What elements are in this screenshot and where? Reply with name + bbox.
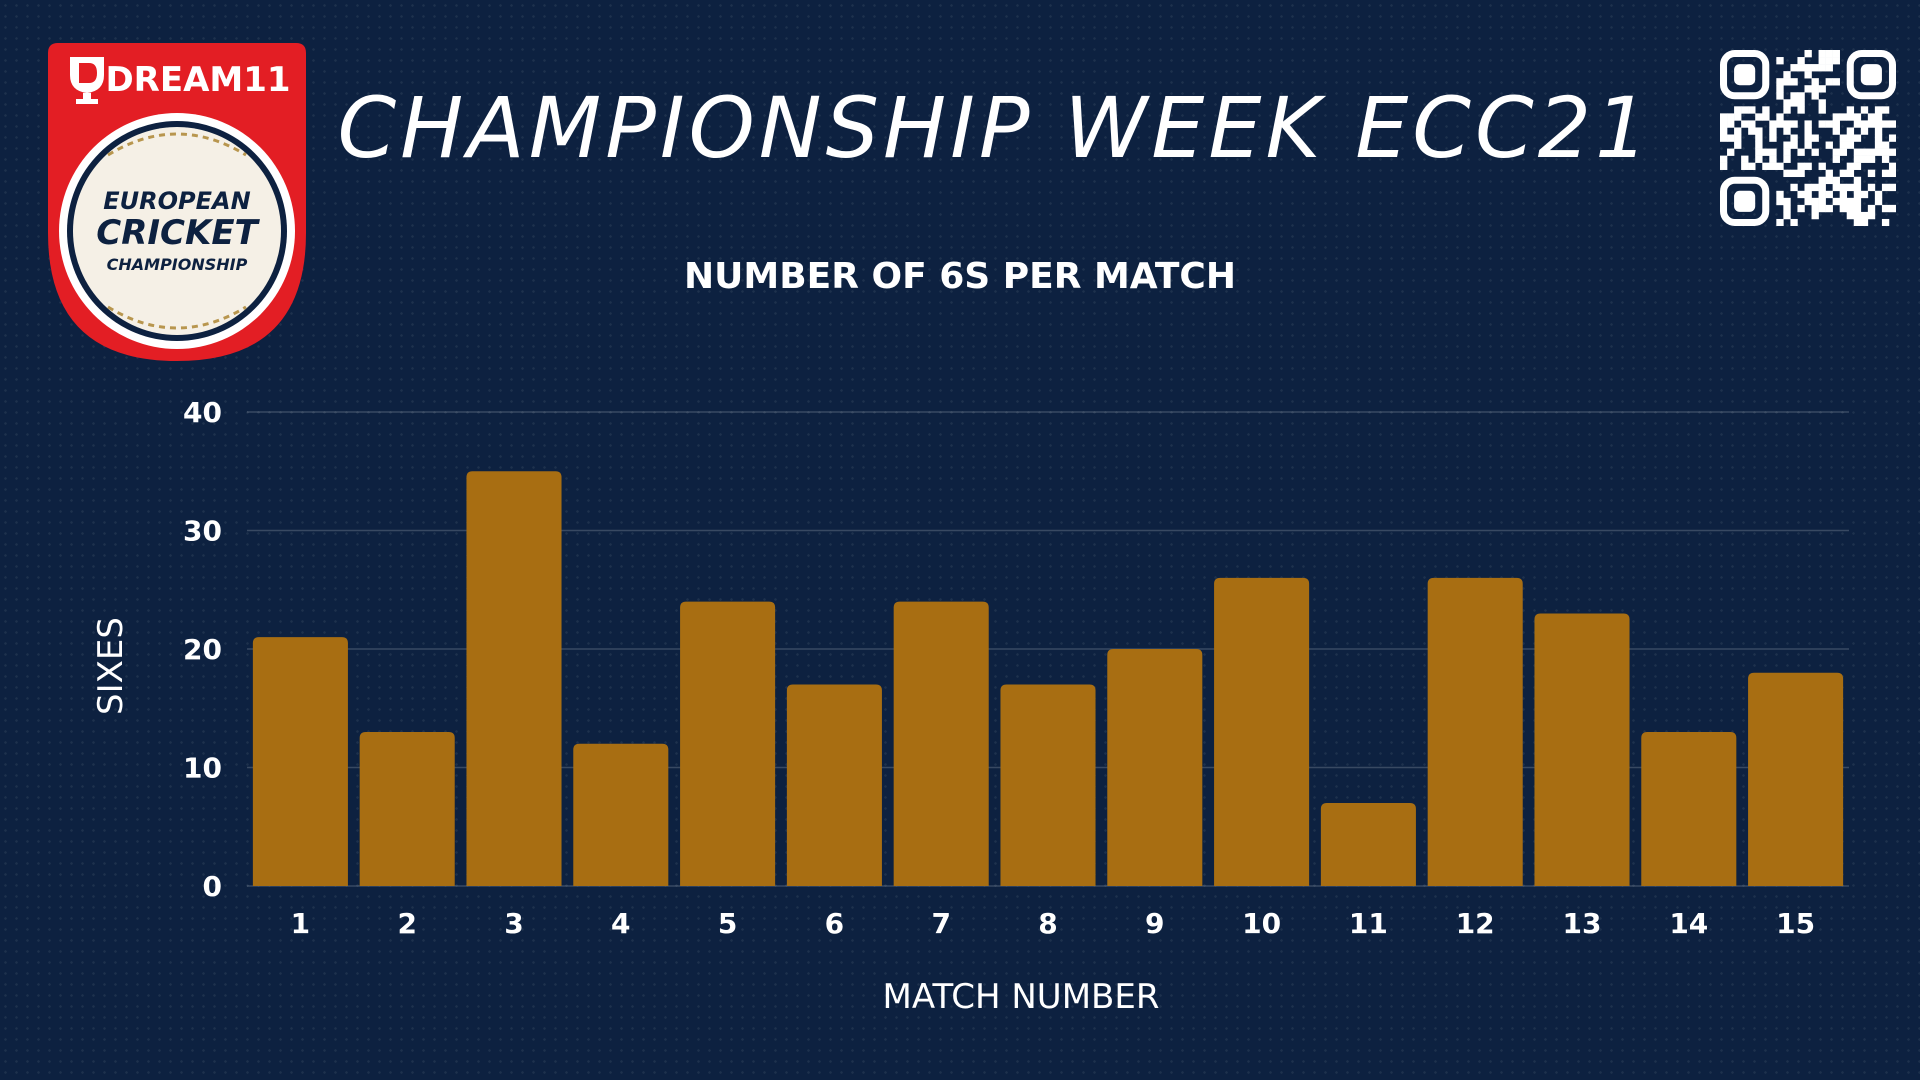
bar-match-11 (1320, 803, 1416, 886)
x-tick-label: 15 (1776, 907, 1815, 940)
bar-match-5 (680, 601, 776, 886)
x-tick-label: 9 (1145, 907, 1164, 940)
x-axis-title: MATCH NUMBER (883, 977, 1160, 1017)
x-axis-ticks: 1 2 3 4 5 6 7 8 9 10 11 12 13 14 15 (291, 907, 1815, 940)
ecc-logo: DREAM11 EUROPEAN CRICKET CHAMPIONSHIP (48, 43, 306, 361)
x-tick-label: 13 (1563, 907, 1602, 940)
chart-title: NUMBER OF 6S PER MATCH (684, 256, 1236, 297)
dream11-wordmark: DREAM11 (105, 60, 290, 100)
y-tick-label: 40 (183, 396, 222, 429)
x-tick-label: 12 (1456, 907, 1495, 940)
bar-match-15 (1748, 672, 1844, 886)
bar-match-2 (359, 731, 455, 886)
bar-match-8 (1000, 684, 1096, 886)
x-tick-label: 2 (397, 907, 416, 940)
x-tick-label: 7 (931, 907, 950, 940)
qr-code-icon[interactable] (1720, 50, 1896, 226)
y-tick-label: 30 (183, 515, 222, 548)
bar-match-14 (1641, 731, 1737, 886)
bar-match-1 (252, 637, 348, 886)
bar-match-12 (1427, 577, 1523, 886)
page-title: CHAMPIONSHIP WEEK ECC21 (337, 79, 1653, 177)
bar-match-7 (893, 601, 989, 886)
x-tick-label: 6 (825, 907, 844, 940)
x-tick-label: 10 (1242, 907, 1281, 940)
x-tick-label: 5 (718, 907, 737, 940)
bars (252, 471, 1844, 886)
bar-match-10 (1214, 577, 1310, 886)
bar-match-6 (786, 684, 882, 886)
y-axis-ticks: 0 10 20 30 40 (183, 396, 222, 903)
x-tick-label: 4 (611, 907, 630, 940)
x-tick-label: 11 (1349, 907, 1388, 940)
bar-match-13 (1534, 613, 1630, 886)
x-tick-label: 8 (1038, 907, 1057, 940)
x-tick-label: 14 (1669, 907, 1708, 940)
dream11-icon (70, 57, 104, 104)
bar-match-4 (573, 743, 669, 886)
bar-match-9 (1107, 649, 1203, 886)
bar-match-3 (466, 471, 562, 886)
x-tick-label: 1 (291, 907, 310, 940)
y-tick-label: 10 (183, 752, 222, 785)
y-tick-label: 20 (183, 633, 222, 666)
y-axis-title: SIXES (91, 617, 131, 715)
cricket-ball-icon (73, 127, 281, 335)
logo-text-cricket: CRICKET (96, 213, 260, 253)
x-tick-label: 3 (504, 907, 523, 940)
logo-text-european: EUROPEAN (103, 187, 250, 215)
y-tick-label: 0 (203, 870, 222, 903)
logo-text-championship: CHAMPIONSHIP (107, 255, 248, 274)
